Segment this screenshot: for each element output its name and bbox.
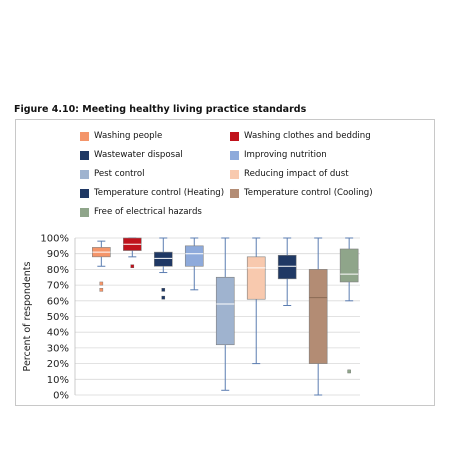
legend-label: Improving nutrition xyxy=(244,150,327,160)
box xyxy=(215,276,235,346)
y-tick-label: 40% xyxy=(47,328,69,339)
legend-item: Washing clothes and bedding xyxy=(230,131,371,141)
legend-swatch xyxy=(80,207,89,217)
legend-item: Temperature control (Heating) xyxy=(80,188,224,198)
y-tick-label: 10% xyxy=(47,375,69,386)
legend-label: Temperature control (Cooling) xyxy=(244,188,373,198)
y-tick-label: 0% xyxy=(53,391,69,402)
y-tick-label: 70% xyxy=(47,281,69,292)
box xyxy=(277,254,297,280)
box-plot-chart: 0% 10% 20% 30% 40% 50% 60% 70% 80% 90% 100% Percent… xyxy=(22,234,360,402)
legend-item: Reducing impact of dust xyxy=(230,169,349,179)
box xyxy=(308,269,328,364)
y-tick-label: 20% xyxy=(47,359,69,370)
box xyxy=(339,248,359,283)
y-tick-label: 90% xyxy=(47,249,69,260)
outlier-point xyxy=(99,281,104,286)
legend-swatch xyxy=(80,131,89,141)
legend-item: Free of electrical hazards xyxy=(80,207,202,217)
legend-label: Wastewater disposal xyxy=(94,150,183,160)
legend-label: Free of electrical hazards xyxy=(94,207,202,217)
y-tick-label: 100% xyxy=(40,234,69,245)
chart-frame xyxy=(15,119,435,406)
box xyxy=(246,256,266,300)
legend-item: Temperature control (Cooling) xyxy=(230,188,373,198)
y-axis-label: Percent of respondents xyxy=(22,262,33,372)
legend-label: Temperature control (Heating) xyxy=(94,188,225,198)
outlier-point xyxy=(99,288,104,292)
figure-title: Figure 4.10: Meeting healthy living prac… xyxy=(14,104,307,115)
legend-swatch xyxy=(80,169,89,179)
chart-legend: Washing people Washing clothes and beddin… xyxy=(80,131,400,221)
y-tick-label: 60% xyxy=(47,296,69,307)
legend-swatch xyxy=(230,188,239,198)
box xyxy=(184,245,204,267)
legend-item: Improving nutrition xyxy=(230,150,327,160)
outlier-point xyxy=(130,264,135,269)
legend-swatch xyxy=(230,131,239,141)
legend-label: Reducing impact of dust xyxy=(244,169,349,179)
legend-label: Pest control xyxy=(94,169,145,179)
legend-label: Washing clothes and bedding xyxy=(244,131,371,141)
y-tick-label: 30% xyxy=(47,343,69,354)
legend-swatch xyxy=(230,169,239,179)
outlier-point xyxy=(161,288,166,292)
outlier-point xyxy=(161,295,166,300)
legend-swatch xyxy=(230,150,239,160)
legend-item: Washing people xyxy=(80,131,162,141)
y-tick-label: 50% xyxy=(47,312,69,323)
box xyxy=(153,251,173,267)
y-tick-label: 80% xyxy=(47,265,69,276)
legend-item: Pest control xyxy=(80,169,145,179)
legend-item: Wastewater disposal xyxy=(80,150,183,160)
legend-label: Washing people xyxy=(94,131,163,141)
outlier-point xyxy=(347,369,351,374)
legend-swatch xyxy=(80,150,89,160)
legend-swatch xyxy=(80,188,89,198)
